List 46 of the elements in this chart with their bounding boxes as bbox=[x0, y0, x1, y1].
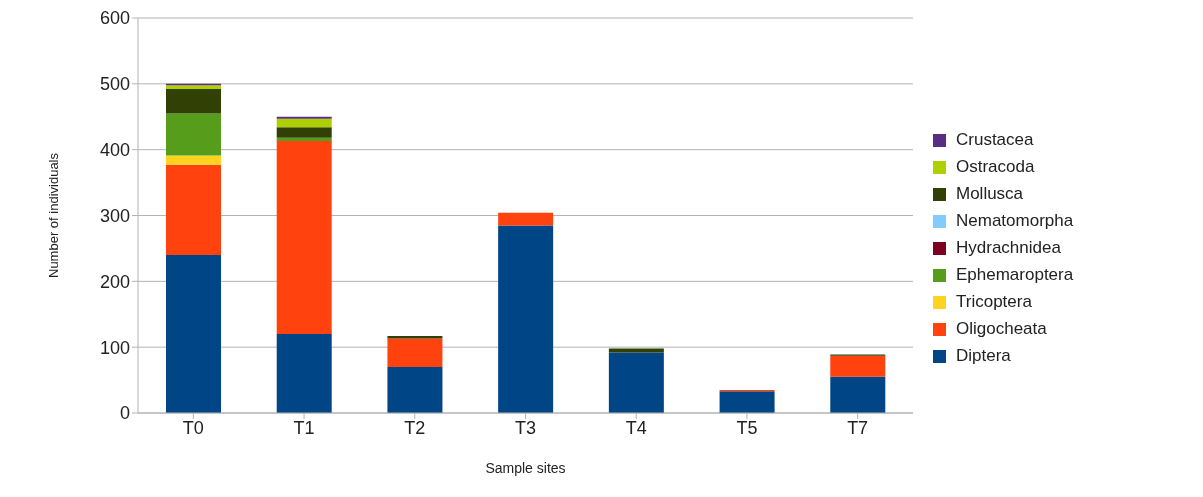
bar bbox=[166, 255, 221, 413]
x-tick-label: T4 bbox=[625, 417, 647, 438]
legend-label: Ostracoda bbox=[956, 157, 1035, 177]
legend-label: Ephemaroptera bbox=[956, 265, 1074, 285]
legend-label: Diptera bbox=[956, 346, 1011, 366]
x-axis-title: Sample sites bbox=[485, 460, 566, 476]
bar bbox=[387, 338, 443, 367]
y-tick-label: 0 bbox=[119, 403, 130, 424]
bar bbox=[498, 212, 554, 226]
legend-label: Mollusca bbox=[956, 184, 1024, 204]
y-tick-label: 100 bbox=[99, 337, 130, 358]
x-tick-label: T7 bbox=[847, 417, 869, 438]
x-tick-label: T5 bbox=[736, 417, 758, 438]
legend-label: Hydrachnidea bbox=[956, 238, 1061, 258]
bar bbox=[387, 335, 443, 339]
bar bbox=[276, 137, 332, 142]
bar bbox=[830, 376, 886, 413]
x-tick-label: T1 bbox=[293, 417, 315, 438]
bar bbox=[276, 127, 332, 138]
legend-label: Oligocheata bbox=[956, 319, 1047, 339]
bar bbox=[830, 355, 886, 377]
bar bbox=[276, 118, 332, 128]
bar bbox=[166, 85, 221, 90]
bar bbox=[608, 352, 664, 413]
x-tick-label: T2 bbox=[404, 417, 426, 438]
bar bbox=[166, 155, 221, 165]
bar bbox=[166, 164, 221, 255]
bar bbox=[387, 366, 443, 413]
bar bbox=[276, 141, 332, 334]
bar bbox=[608, 348, 664, 353]
y-tick-label: 600 bbox=[99, 8, 130, 29]
bar bbox=[719, 391, 775, 413]
bar bbox=[498, 225, 554, 413]
legend-label: Nematomorpha bbox=[956, 211, 1074, 231]
bar bbox=[276, 334, 332, 413]
y-tick-label: 500 bbox=[99, 74, 130, 95]
x-tick-label: T0 bbox=[182, 417, 204, 438]
bar bbox=[166, 113, 221, 156]
y-tick-label: 300 bbox=[99, 205, 130, 226]
x-tick-label: T3 bbox=[514, 417, 537, 438]
legend-label: Crustacea bbox=[956, 130, 1034, 150]
legend-label: Tricoptera bbox=[956, 292, 1032, 312]
y-axis-title: Number of individuals bbox=[45, 152, 61, 279]
y-tick-label: 400 bbox=[99, 140, 130, 161]
bar bbox=[166, 89, 221, 114]
y-tick-label: 200 bbox=[99, 271, 130, 292]
